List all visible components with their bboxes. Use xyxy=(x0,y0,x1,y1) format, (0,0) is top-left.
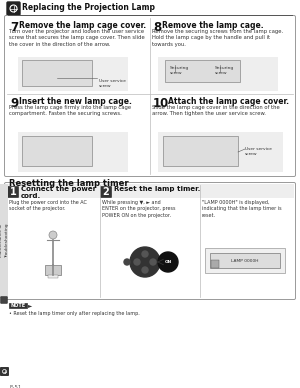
Text: ON: ON xyxy=(164,260,172,264)
Text: Remove the lamp cage cover.: Remove the lamp cage cover. xyxy=(19,21,146,30)
Text: E-51: E-51 xyxy=(9,385,21,388)
Circle shape xyxy=(142,251,148,257)
Bar xyxy=(48,275,58,278)
FancyBboxPatch shape xyxy=(8,187,19,197)
Bar xyxy=(7,184,294,198)
Text: Slide the lamp cage cover in the direction of the
arrow. Then tighten the user s: Slide the lamp cage cover in the directi… xyxy=(152,105,280,116)
Bar xyxy=(45,265,61,275)
Circle shape xyxy=(142,267,148,273)
Bar xyxy=(18,132,128,172)
Text: Remove the lamp cage.: Remove the lamp cage. xyxy=(162,21,264,30)
Text: Turn over the projector and loosen the user service
screw that secures the lamp : Turn over the projector and loosen the u… xyxy=(9,29,145,47)
Text: 1: 1 xyxy=(10,187,16,197)
Text: Reset the lamp timer.: Reset the lamp timer. xyxy=(114,186,200,192)
Text: Resetting the lamp timer: Resetting the lamp timer xyxy=(9,179,129,188)
Bar xyxy=(9,303,27,308)
Text: Press the lamp cage firmly into the lamp cage
compartment. Fasten the securing s: Press the lamp cage firmly into the lamp… xyxy=(9,105,131,116)
Text: Plug the power cord into the AC
socket of the projector.: Plug the power cord into the AC socket o… xyxy=(9,200,87,211)
Text: 8: 8 xyxy=(153,21,161,34)
Bar xyxy=(205,248,285,273)
Bar xyxy=(163,136,238,166)
Text: "LAMP 0000H" is displayed,
indicating that the lamp timer is
reset.: "LAMP 0000H" is displayed, indicating th… xyxy=(202,200,282,218)
Bar xyxy=(165,60,240,82)
Circle shape xyxy=(158,252,178,272)
Bar xyxy=(211,260,219,268)
Bar xyxy=(22,60,92,86)
Text: Insert the new lamp cage.: Insert the new lamp cage. xyxy=(19,97,132,106)
Text: Remove the securing screws from the lamp cage.
Hold the lamp cage by the handle : Remove the securing screws from the lamp… xyxy=(152,29,283,47)
Circle shape xyxy=(150,259,156,265)
Text: Securing
screw: Securing screw xyxy=(170,66,189,74)
Text: 2: 2 xyxy=(103,187,110,197)
Circle shape xyxy=(130,247,160,277)
Text: Securing
screw: Securing screw xyxy=(215,66,234,74)
FancyBboxPatch shape xyxy=(4,16,296,177)
Text: Attach the lamp cage cover.: Attach the lamp cage cover. xyxy=(168,97,289,106)
Text: Replacing the Projection Lamp: Replacing the Projection Lamp xyxy=(22,3,155,12)
Bar xyxy=(158,57,278,91)
Text: LAMP 0000H: LAMP 0000H xyxy=(231,259,259,263)
Text: Connect the power
cord.: Connect the power cord. xyxy=(21,186,96,199)
Circle shape xyxy=(124,259,130,265)
FancyBboxPatch shape xyxy=(1,367,8,376)
Text: 10: 10 xyxy=(153,97,169,110)
Text: Maintenance &
Troubleshooting: Maintenance & Troubleshooting xyxy=(0,224,9,258)
Bar xyxy=(210,253,280,268)
Bar xyxy=(18,57,128,91)
Text: 7: 7 xyxy=(10,21,18,34)
Text: ►: ► xyxy=(28,303,32,308)
Circle shape xyxy=(49,231,57,239)
FancyBboxPatch shape xyxy=(100,187,112,197)
Circle shape xyxy=(134,259,140,265)
Bar xyxy=(158,132,283,172)
Text: User service
screw: User service screw xyxy=(245,147,272,156)
FancyBboxPatch shape xyxy=(4,182,296,300)
Text: NOTE: NOTE xyxy=(11,303,26,308)
FancyBboxPatch shape xyxy=(7,2,20,15)
Text: While pressing ▼, ► and
ENTER on the projector, press
POWER ON on the projector.: While pressing ▼, ► and ENTER on the pro… xyxy=(102,200,176,218)
FancyBboxPatch shape xyxy=(1,297,7,303)
Text: • Reset the lamp timer only after replacing the lamp.: • Reset the lamp timer only after replac… xyxy=(9,311,140,316)
Bar xyxy=(22,136,92,166)
Bar xyxy=(0,184,8,298)
Text: 9: 9 xyxy=(10,97,18,110)
Text: User service
screw: User service screw xyxy=(99,79,126,88)
